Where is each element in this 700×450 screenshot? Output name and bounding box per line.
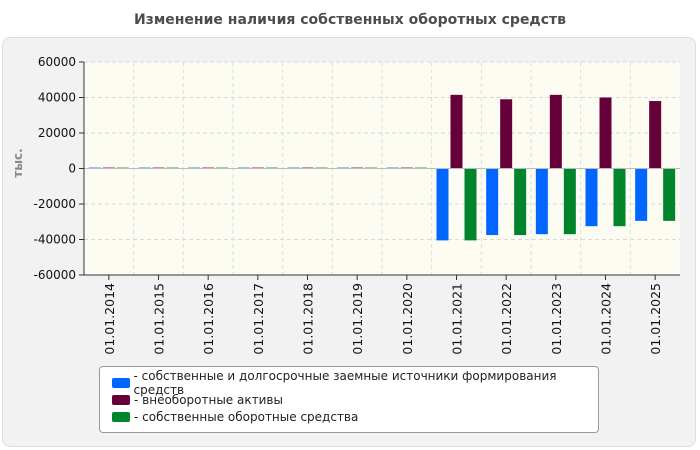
bar-s1-9 (549, 94, 562, 169)
x-tick-label-0: 01.01.2014 (102, 283, 117, 355)
x-tick-label-6: 01.01.2020 (400, 283, 415, 355)
bar-s1-11 (649, 101, 662, 169)
y-tick-label-3: 0 (68, 162, 76, 176)
bar-s0-8 (486, 168, 499, 236)
legend-item-working-capital: - собственные оборотные средства (112, 409, 358, 425)
y-tick-label-5: -40000 (33, 233, 76, 247)
bar-s1-8 (500, 99, 513, 169)
x-tick-label-5: 01.01.2019 (350, 283, 365, 355)
x-tick-label-7: 01.01.2021 (450, 283, 465, 355)
bar-s2-7 (464, 168, 477, 241)
x-tick-label-8: 01.01.2022 (499, 283, 514, 355)
legend-swatch-working-capital (112, 412, 130, 422)
legend-item-noncurrent: - внеоборотные активы (112, 392, 283, 408)
legend-label-working-capital: - собственные оборотные средства (134, 410, 359, 424)
bar-s1-10 (599, 97, 612, 169)
x-tick-label-1: 01.01.2015 (152, 283, 167, 355)
legend-label-noncurrent: - внеоборотные активы (134, 393, 283, 407)
y-tick-label-2: 20000 (38, 126, 76, 140)
bar-s2-8 (514, 168, 527, 236)
legend: - собственные и долгосрочные заемные ист… (99, 366, 599, 433)
legend-item-sources: - собственные и долгосрочные заемные ист… (112, 369, 598, 397)
legend-label-sources: - собственные и долгосрочные заемные ист… (133, 369, 557, 397)
bar-s2-11 (663, 168, 676, 221)
legend-swatch-sources (112, 378, 130, 388)
bar-s0-10 (585, 168, 598, 227)
y-tick-label-0: 60000 (38, 55, 76, 69)
x-tick-label-10: 01.01.2024 (599, 283, 614, 355)
x-tick-label-11: 01.01.2025 (648, 283, 663, 355)
x-tick-label-9: 01.01.2023 (549, 283, 564, 355)
y-tick-label-6: -60000 (33, 268, 76, 282)
bar-s2-10 (613, 168, 626, 227)
bar-s0-7 (436, 168, 449, 241)
x-tick-label-3: 01.01.2017 (251, 283, 266, 355)
x-tick-label-2: 01.01.2016 (201, 283, 216, 355)
bar-s2-9 (563, 168, 576, 235)
y-tick-label-1: 40000 (38, 91, 76, 105)
y-tick-label-4: -20000 (33, 197, 76, 211)
y-axis-label: тыс. (11, 148, 25, 177)
bar-s0-11 (635, 168, 648, 221)
chart-title: Изменение наличия собственных оборотных … (133, 12, 567, 28)
legend-swatch-noncurrent (112, 395, 130, 405)
bar-s1-7 (450, 94, 463, 169)
x-tick-label-4: 01.01.2018 (301, 283, 316, 355)
bar-s0-9 (535, 168, 548, 235)
